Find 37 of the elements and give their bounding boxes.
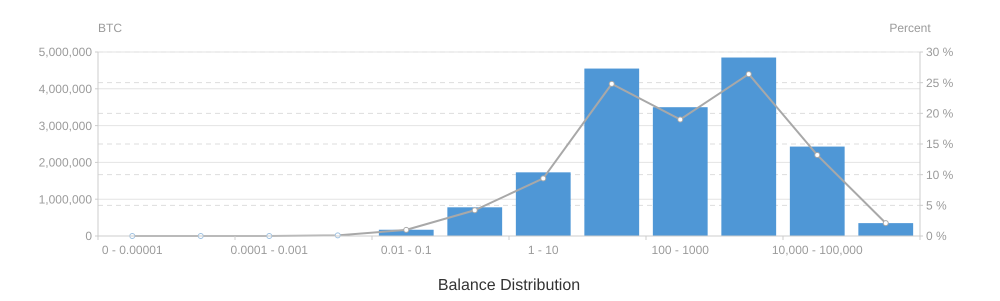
y2-tick-label: 0 % (926, 229, 948, 244)
y-tick-label: 3,000,000 (38, 118, 92, 133)
point (608, 80, 615, 87)
bar (652, 107, 708, 236)
bar (858, 223, 914, 236)
bar (790, 146, 845, 236)
y-tick-label: 0 (85, 229, 92, 244)
y2-tick-label: 20 % (926, 106, 954, 121)
y-tick-label: 4,000,000 (38, 82, 92, 96)
point (814, 152, 820, 158)
y2-tick-label: 25 % (926, 76, 954, 90)
point (540, 175, 546, 182)
y2-tick-label: 5 % (926, 198, 948, 213)
bar (516, 172, 571, 236)
x-tick-label: 100 - 1000 (652, 243, 710, 257)
point (746, 71, 752, 78)
y-tick-label: 5,000,000 (38, 45, 92, 60)
bar (721, 58, 776, 236)
y2-tick-label: 30 % (926, 45, 954, 60)
x-axis-title: Balance Distribution (438, 277, 580, 294)
x-tick-label: 1 - 10 (528, 243, 559, 257)
x-tick-label: 10,000 - 100,000 (772, 243, 863, 257)
point (677, 116, 684, 122)
y2-axis-title: Percent (889, 21, 932, 35)
point (882, 220, 889, 226)
y-axis-title: BTC (98, 21, 122, 35)
y2-tick-label: 10 % (926, 168, 954, 182)
x-tick-label: 0.01 - 0.1 (380, 243, 432, 257)
y-tick-label: 1,000,000 (38, 192, 92, 206)
x-tick-label: 0 - 0.00001 (102, 243, 163, 257)
y-tick-label: 2,000,000 (38, 156, 92, 170)
point (472, 207, 478, 214)
y2-tick-label: 15 % (926, 137, 954, 152)
x-tick-label: 0.0001 - 0.001 (230, 243, 308, 257)
point (403, 226, 410, 233)
bar (584, 68, 640, 236)
bar (447, 207, 502, 236)
